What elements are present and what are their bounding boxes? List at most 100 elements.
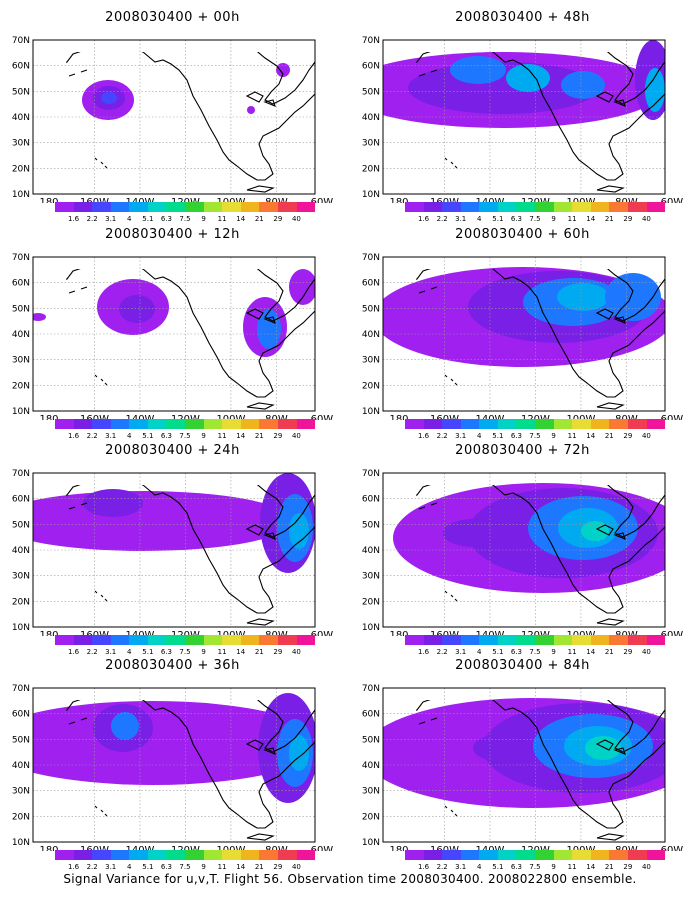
lon-tick-label: 60W xyxy=(311,197,334,203)
panel-title: 2008030400 + 12h xyxy=(105,227,240,242)
lon-tick-label: 180 xyxy=(39,630,58,636)
coastline xyxy=(66,269,316,410)
lon-tick-label: 80W xyxy=(615,197,638,203)
colorbar-label: 14 xyxy=(586,215,596,223)
lat-tick-label: 40N xyxy=(362,330,380,340)
contour-fill xyxy=(83,489,143,517)
lat-tick-label: 20N xyxy=(12,164,30,174)
contour-fill xyxy=(276,63,290,77)
lat-tick-label: 50N xyxy=(362,304,380,314)
contour-fill xyxy=(581,521,609,541)
contour-fill xyxy=(383,313,407,321)
colorbar-swatch xyxy=(185,850,204,860)
lon-tick-label: 160W xyxy=(430,630,459,636)
map: 70N 60N 50N 40N 30N 20N 10N 180 160W 140W 120W 100W… xyxy=(12,684,334,851)
colorbar-swatch xyxy=(497,202,517,212)
colorbar-label: 40 xyxy=(291,648,301,656)
colorbar xyxy=(405,202,666,212)
colorbar-label: 6.3 xyxy=(510,432,522,440)
colorbar-swatch xyxy=(516,850,536,860)
lon-tick-label: 80W xyxy=(265,630,288,636)
lat-tick-label: 70N xyxy=(362,469,380,479)
colorbar-swatch xyxy=(423,635,443,645)
colorbar-swatch xyxy=(166,635,186,645)
colorbar-swatch xyxy=(535,635,554,645)
colorbar-label: 2.2 xyxy=(436,863,448,871)
colorbar-swatch xyxy=(442,419,461,429)
colorbar-swatch xyxy=(92,419,111,429)
coastline xyxy=(416,485,666,626)
colorbar xyxy=(405,850,666,860)
lat-tick-label: 50N xyxy=(12,735,30,745)
lat-tick-label: 30N xyxy=(362,139,380,149)
lon-tick-label: 180 xyxy=(39,414,58,420)
lon-tick-label: 120W xyxy=(171,630,200,636)
lat-tick-label: 50N xyxy=(362,87,380,97)
lat-tick-label: 50N xyxy=(12,304,30,314)
colorbar-swatch xyxy=(129,635,148,645)
map: 70N 60N 50N 40N 30N 20N 10N 180 160W 140W 120W 100W… xyxy=(12,36,334,203)
lat-tick-label: 10N xyxy=(12,838,30,848)
colorbar-swatch xyxy=(460,635,480,645)
lat-tick-label: 20N xyxy=(12,381,30,391)
colorbar-label: 11 xyxy=(567,863,577,871)
colorbar-swatch xyxy=(240,419,260,429)
colorbar-swatch xyxy=(129,850,148,860)
lon-tick-label: 120W xyxy=(521,845,550,851)
map-frame xyxy=(382,39,666,195)
colorbar-swatch xyxy=(296,419,316,429)
colorbar-swatch xyxy=(259,419,278,429)
colorbar-swatch xyxy=(627,419,647,429)
colorbar-labels: 1.6 2.2 3.1 4 5.1 6.3 7.5 9 11 14 21 29 40 xyxy=(405,214,665,224)
contour-fill xyxy=(247,106,255,114)
colorbar-swatch xyxy=(185,635,204,645)
panel-title: 2008030400 + 36h xyxy=(105,658,240,673)
colorbar-swatch xyxy=(609,635,628,645)
lon-tick-label: 180 xyxy=(389,197,408,203)
panel-00h: 2008030400 + 00h 70N 60N 50N 40N 30N 20N 10N 18… xyxy=(0,8,345,225)
map: 70N 60N 50N 40N 30N 20N 10N 180 160W 140W 120W 100W… xyxy=(12,253,334,420)
colorbar-label: 5.1 xyxy=(142,863,154,871)
colorbar-label: 4 xyxy=(477,432,482,440)
gridlines xyxy=(383,473,665,627)
panel-48h: 2008030400 + 48h 70N 60N 50N 40N 30N 20N 10N 18… xyxy=(350,8,695,225)
colorbar-label: 4 xyxy=(127,432,132,440)
colorbar-label: 5.1 xyxy=(492,863,504,871)
coastline xyxy=(416,52,666,193)
colorbar-swatch xyxy=(609,202,628,212)
map-frame xyxy=(382,687,666,843)
colorbar-label: 29 xyxy=(623,215,633,223)
colorbar-label: 21 xyxy=(604,215,614,223)
colorbar-label: 29 xyxy=(273,432,283,440)
colorbar-swatch xyxy=(646,202,666,212)
colorbar-swatch xyxy=(479,635,498,645)
colorbar-swatch xyxy=(296,635,316,645)
colorbar-label: 14 xyxy=(586,432,596,440)
colorbar-labels: 1.6 2.2 3.1 4 5.1 6.3 7.5 9 11 14 21 29 40 xyxy=(405,862,665,872)
colorbar-label: 9 xyxy=(201,432,206,440)
signal-variance-field xyxy=(33,269,315,357)
colorbar-swatch xyxy=(405,202,424,212)
lon-tick-label: 120W xyxy=(521,630,550,636)
lat-tick-label: 60N xyxy=(362,495,380,505)
lat-tick-label: 30N xyxy=(12,139,30,149)
colorbar-label: 3.1 xyxy=(105,215,117,223)
figure-caption: Signal Variance for u,v,T. Flight 56. Ob… xyxy=(63,872,637,886)
colorbar-label: 11 xyxy=(217,648,227,656)
colorbar-swatch xyxy=(259,202,278,212)
lon-tick-label: 100W xyxy=(216,414,245,420)
colorbar-label: 5.1 xyxy=(142,648,154,656)
colorbar-swatch xyxy=(572,850,591,860)
colorbar-label: 9 xyxy=(201,863,206,871)
colorbar-swatch xyxy=(277,419,297,429)
colorbar-label: 2.2 xyxy=(86,215,98,223)
colorbar-swatch xyxy=(92,850,111,860)
colorbar-swatch xyxy=(277,850,297,860)
map-frame xyxy=(32,39,316,195)
colorbar-swatch xyxy=(240,850,260,860)
lat-tick-label: 20N xyxy=(362,381,380,391)
colorbar-swatch xyxy=(646,850,666,860)
colorbar-swatch xyxy=(627,202,647,212)
colorbar-swatch xyxy=(590,202,610,212)
colorbar-label: 4 xyxy=(477,863,482,871)
